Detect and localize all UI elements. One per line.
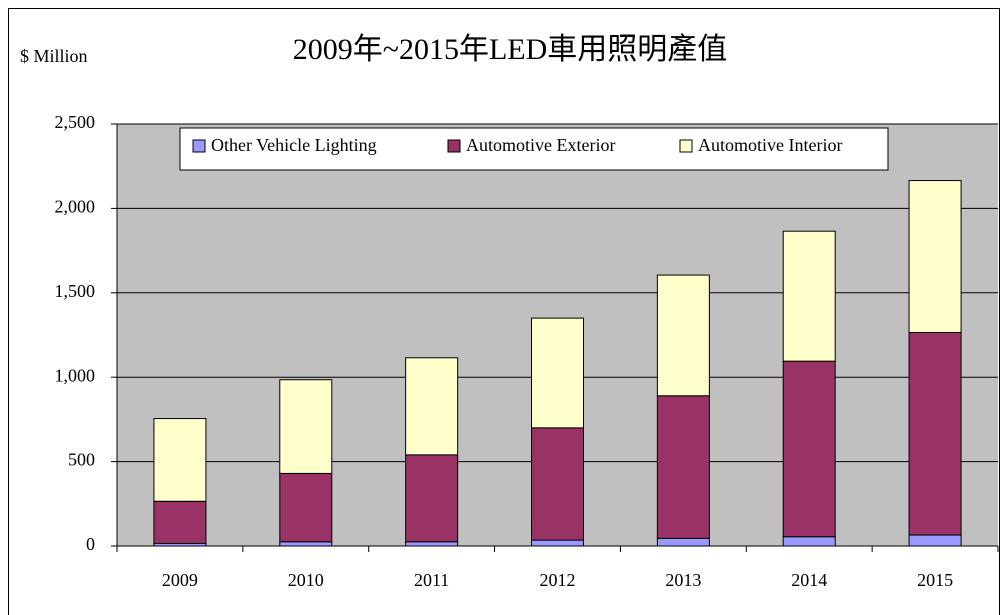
bar-segment [908, 534, 962, 547]
bar-segment [908, 331, 962, 536]
bar-segment [405, 541, 459, 547]
bar-segment [656, 537, 710, 547]
y-axis-label: $ Million [20, 46, 88, 66]
bar-segment [908, 180, 962, 333]
legend-label: Automotive Exterior [466, 135, 615, 155]
x-tick-label: 2011 [414, 570, 449, 590]
bar-segment [153, 418, 207, 502]
bar-segment [279, 541, 333, 547]
legend-label: Automotive Interior [698, 135, 842, 155]
bar-segment [531, 317, 584, 429]
x-tick-label: 2012 [540, 570, 576, 590]
x-tick-label: 2013 [665, 570, 701, 590]
bar-segment [782, 230, 836, 362]
legend-swatch [192, 139, 206, 153]
bar-segment [405, 454, 459, 543]
y-tick-label: 2,500 [55, 112, 96, 132]
legend-label: Other Vehicle Lighting [211, 135, 377, 155]
bar-segment [279, 379, 333, 474]
bar-segment [153, 500, 207, 544]
bar-segment [656, 395, 710, 539]
y-tick-label: 500 [68, 450, 95, 470]
y-tick-label: 2,000 [55, 197, 96, 217]
legend-swatch [679, 139, 693, 153]
legend-swatch [447, 139, 461, 153]
bar-segment [405, 357, 459, 456]
bar-segment [279, 472, 333, 543]
x-tick-label: 2010 [288, 570, 324, 590]
chart-title: 2009年~2015年LED車用照明產值 [293, 33, 728, 66]
bar-segment [782, 360, 836, 538]
y-tick-label: 1,000 [55, 365, 96, 385]
x-tick-label: 2015 [917, 570, 953, 590]
x-tick-label: 2009 [162, 570, 198, 590]
bar-segment [656, 274, 710, 397]
bar-segment [531, 539, 584, 547]
bar-segment [782, 536, 836, 547]
legend-box [179, 127, 889, 171]
y-tick-label: 1,500 [55, 281, 96, 301]
bar-segment [531, 427, 584, 541]
y-tick-label: 0 [86, 534, 95, 554]
x-tick-label: 2014 [791, 570, 827, 590]
